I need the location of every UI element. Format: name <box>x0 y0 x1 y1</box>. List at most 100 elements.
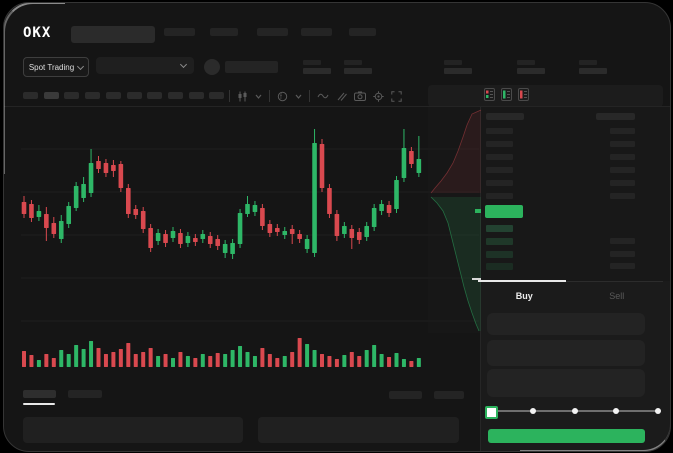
bid-price-placeholder <box>486 263 513 270</box>
timeframe-pill[interactable] <box>85 92 101 99</box>
ask-amount-placeholder <box>610 193 635 199</box>
ask-price-placeholder <box>486 167 513 173</box>
orderbook-price-header <box>486 113 524 120</box>
slider-stop[interactable] <box>529 408 536 414</box>
settings-gear-icon[interactable] <box>373 90 384 102</box>
bid-price-placeholder <box>486 238 513 245</box>
price-chart[interactable] <box>17 105 483 377</box>
tab-sell[interactable]: Sell <box>609 291 625 301</box>
bid-amount-placeholder <box>610 238 635 244</box>
order-history-tab[interactable] <box>68 390 102 398</box>
slider-stop[interactable] <box>613 408 620 414</box>
pair-name-placeholder <box>225 61 278 73</box>
ask-amount-placeholder <box>610 154 635 160</box>
orders-tab-active[interactable] <box>23 390 56 398</box>
camera-icon[interactable] <box>354 91 366 101</box>
orderbook-amount-header <box>596 113 635 120</box>
slider-handle[interactable] <box>485 406 498 419</box>
book-asks-icon[interactable] <box>518 88 529 106</box>
draw-tools-icon[interactable] <box>336 91 347 102</box>
amount-input[interactable] <box>487 340 645 366</box>
bid-row[interactable] <box>483 261 658 272</box>
bottom-action-2[interactable] <box>434 391 464 399</box>
chevron-down-icon[interactable] <box>295 93 302 100</box>
timeframe-pill[interactable] <box>64 92 80 99</box>
ask-price-placeholder <box>486 193 513 199</box>
book-bids-icon[interactable] <box>501 88 512 106</box>
stat-value-placeholder <box>579 68 607 74</box>
ask-price-placeholder <box>486 128 513 134</box>
buy-sell-tabs: Buy Sell <box>478 281 663 310</box>
total-input[interactable] <box>487 369 645 397</box>
search-input[interactable] <box>71 26 155 43</box>
coin-avatar[interactable] <box>204 59 220 75</box>
indicators-icon[interactable]: f <box>277 91 288 102</box>
toolbar-divider <box>4 106 670 107</box>
slider-stop[interactable] <box>655 408 661 414</box>
timeframe-pill[interactable] <box>126 92 142 99</box>
ask-amount-placeholder <box>610 180 635 186</box>
stat-label-placeholder <box>579 60 597 65</box>
chart-tool-icons: f <box>229 89 402 103</box>
stat-value-placeholder <box>344 68 372 74</box>
nav-link-placeholder[interactable] <box>210 28 238 36</box>
ask-row[interactable] <box>483 191 658 201</box>
okx-logo[interactable]: OKX <box>23 25 52 41</box>
ask-price-placeholder <box>486 141 513 147</box>
pair-selector-dropdown[interactable] <box>96 57 194 74</box>
orderbook-view-toggles <box>484 88 529 106</box>
ask-price-placeholder <box>486 154 513 160</box>
timeframe-pill[interactable] <box>188 92 204 99</box>
line-style-icon[interactable] <box>317 91 329 101</box>
slider-stop[interactable] <box>571 408 578 414</box>
nav-link-placeholder[interactable] <box>164 28 195 36</box>
ask-row[interactable] <box>483 165 658 175</box>
toolbar-separator <box>269 90 270 102</box>
ask-row[interactable] <box>483 139 658 149</box>
timeframe-pill[interactable] <box>105 92 121 99</box>
ask-amount-placeholder <box>610 128 635 134</box>
stat-label-placeholder <box>344 60 362 65</box>
market-type-selector[interactable]: Spot Trading <box>23 57 89 77</box>
ask-price-placeholder <box>486 180 513 186</box>
timeframe-pill[interactable] <box>23 92 38 99</box>
bid-price-placeholder <box>486 225 513 232</box>
buy-submit-button[interactable] <box>488 429 645 443</box>
chevron-down-icon[interactable] <box>255 93 262 100</box>
okx-trading-app: OKX Spot Trading f <box>4 3 670 451</box>
toolbar-separator <box>309 90 310 102</box>
app-window: OKX Spot Trading f <box>3 2 671 452</box>
timeframe-pill[interactable] <box>167 92 183 99</box>
ask-row[interactable] <box>483 152 658 162</box>
bid-amount-placeholder <box>610 251 635 257</box>
last-price-bar[interactable] <box>485 205 523 218</box>
timeframe-pill[interactable] <box>43 92 59 99</box>
stat-label-placeholder <box>444 60 462 65</box>
bid-row[interactable] <box>483 249 658 260</box>
timeframe-pill[interactable] <box>147 92 163 99</box>
timeframe-pill[interactable] <box>209 92 225 99</box>
market-type-label: Spot Trading <box>28 62 75 72</box>
ask-amount-placeholder <box>610 141 635 147</box>
tab-buy[interactable]: Buy <box>515 291 533 301</box>
book-combined-icon[interactable] <box>484 88 495 106</box>
chevron-down-icon <box>179 60 188 69</box>
bid-price-placeholder <box>486 251 513 258</box>
svg-text:f: f <box>280 94 282 101</box>
orders-table-placeholder-left <box>23 417 243 443</box>
candle-style-icon[interactable] <box>237 91 248 102</box>
price-input[interactable] <box>487 313 645 335</box>
ask-row[interactable] <box>483 126 658 136</box>
bid-row[interactable] <box>483 223 658 234</box>
nav-link-placeholder[interactable] <box>257 28 288 36</box>
active-tab-indicator <box>478 280 566 282</box>
bid-row[interactable] <box>483 236 658 247</box>
toolbar-right-strip <box>428 85 663 107</box>
bottom-action-1[interactable] <box>389 391 422 399</box>
ask-row[interactable] <box>483 178 658 188</box>
stat-value-placeholder <box>444 68 472 74</box>
nav-link-placeholder[interactable] <box>301 28 332 36</box>
nav-link-placeholder[interactable] <box>349 28 376 36</box>
fullscreen-icon[interactable] <box>391 90 402 102</box>
stat-label-placeholder <box>303 60 321 65</box>
